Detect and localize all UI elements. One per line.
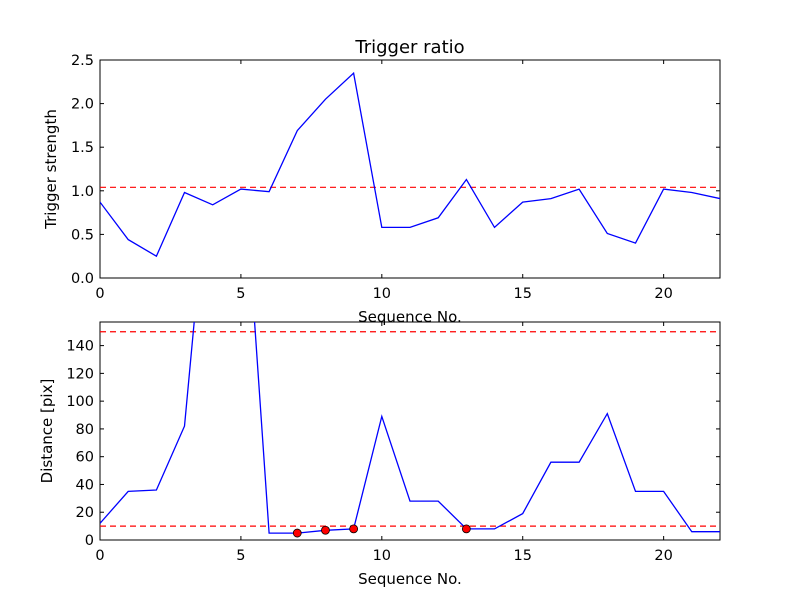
series-line	[100, 71, 720, 258]
data-series	[100, 322, 720, 534]
x-axis-label: Sequence No.	[358, 308, 462, 326]
data-point-marker	[321, 525, 330, 535]
plot-frame	[99, 59, 721, 279]
x-tick-label: 10	[373, 548, 391, 564]
axis-ticks: 0 5 10 15 20 0.0 0.5 1.0 1.5 2.0 2.5	[71, 53, 720, 302]
x-tick-label: 0	[95, 548, 104, 564]
x-tick-label: 20	[654, 548, 672, 564]
threshold-lines	[100, 331, 720, 527]
y-tick-label: 1.5	[71, 140, 94, 156]
x-tick-label: 15	[514, 286, 532, 302]
y-tick-label: 0	[85, 533, 94, 549]
y-tick-label: 20	[76, 505, 94, 521]
x-tick-label: 0	[95, 286, 104, 302]
x-axis-label: Sequence No.	[358, 570, 462, 588]
data-point-marker	[292, 528, 302, 538]
data-series	[100, 71, 720, 258]
y-tick-label: 1.0	[71, 184, 94, 200]
x-tick-label: 5	[236, 286, 245, 302]
data-markers	[292, 524, 471, 538]
data-point-marker	[349, 524, 359, 534]
x-tick-label: 20	[654, 286, 672, 302]
x-tick-label: 10	[373, 286, 391, 302]
y-tick-label: 2.0	[71, 97, 94, 113]
y-tick-label: 140	[66, 339, 94, 355]
data-point-marker	[461, 524, 471, 534]
series-line	[100, 322, 720, 534]
y-tick-label: 100	[66, 394, 94, 410]
chart-title: Trigger ratio	[354, 37, 464, 58]
y-tick-label: 80	[76, 422, 94, 438]
y-tick-label: 60	[76, 450, 94, 466]
y-tick-label: 2.5	[71, 53, 94, 69]
plot-frame	[99, 321, 721, 541]
y-tick-label: 0.5	[71, 227, 94, 243]
x-tick-label: 5	[236, 548, 245, 564]
y-axis-label: Distance [pix]	[38, 379, 56, 484]
y-tick-label: 120	[66, 366, 94, 382]
trigger-ratio-chart: Trigger ratio 0 5 10 15 20 0.0 0.5 1.0 1.5 2.0 2.5…	[42, 37, 721, 326]
y-tick-label: 0.0	[71, 271, 94, 287]
y-tick-label: 40	[76, 477, 94, 493]
y-axis-label: Trigger strength	[42, 109, 60, 230]
axis-ticks: 0 5 10 15 20 0 20 40 60 80 100 120 140	[66, 322, 720, 564]
x-tick-label: 15	[514, 548, 532, 564]
